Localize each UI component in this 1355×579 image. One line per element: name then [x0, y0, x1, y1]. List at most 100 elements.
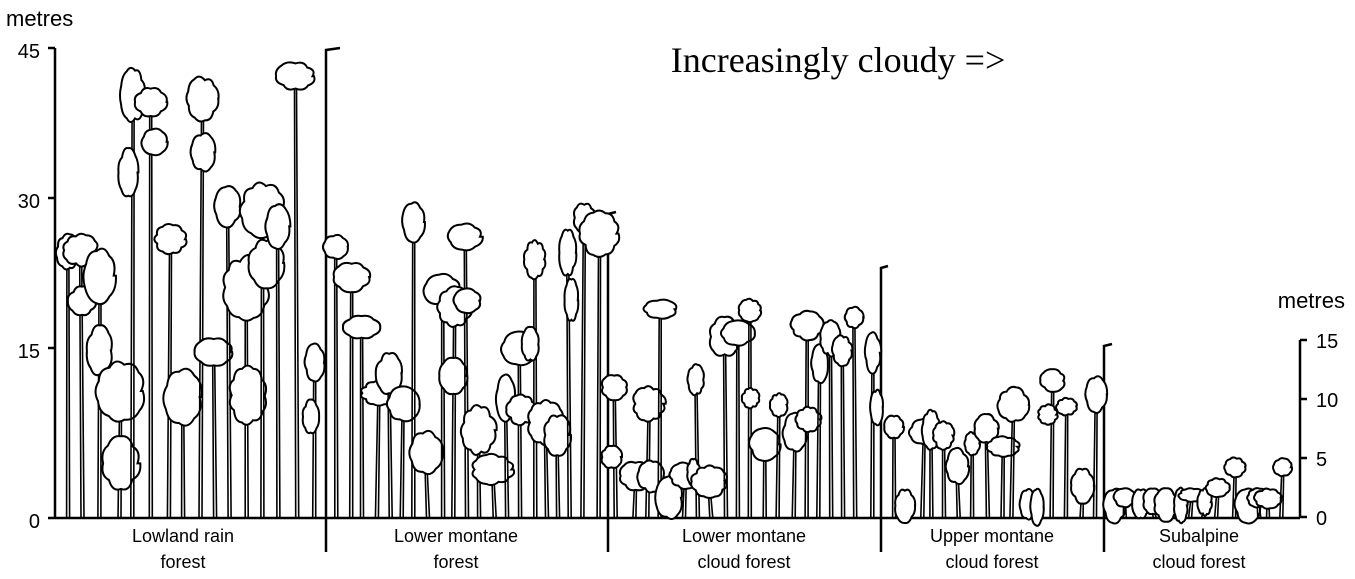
tree-crown: [1224, 457, 1245, 477]
tree-crown: [154, 224, 186, 254]
trees-subalpine-cloud: [1103, 457, 1292, 523]
tree-crown: [191, 133, 216, 171]
tree-crown: [687, 364, 703, 395]
tree-crown: [448, 224, 483, 251]
right-axis-unit: metres: [1278, 288, 1345, 313]
tree-crown: [644, 300, 677, 319]
tree-crown: [163, 369, 201, 426]
tree-crown: [933, 421, 954, 450]
tree-trunk: [518, 359, 521, 518]
tree-crown: [870, 390, 883, 426]
tree-trunk: [971, 451, 974, 518]
tree-trunk: [182, 415, 185, 518]
tree-trunk: [597, 247, 600, 518]
left-tick-label-15: 15: [18, 341, 40, 363]
tree-crown: [564, 279, 578, 321]
tree-crown: [602, 446, 623, 468]
tree-crown: [749, 428, 781, 461]
tree-trunk: [335, 255, 338, 518]
tree-crown: [691, 465, 727, 498]
zone-label-lower-montane-cloud-line1: Lower montane: [682, 526, 806, 546]
tree-trunk: [736, 341, 739, 518]
tree-trunk: [295, 85, 299, 518]
tree-crown: [739, 299, 761, 322]
tree-trunk: [1064, 412, 1067, 518]
right-tick-label-15: 15: [1316, 331, 1338, 353]
tree-crown: [721, 320, 755, 345]
left-tick-label-45: 45: [18, 41, 40, 63]
zone-label-lowland-line1: Lowland rain: [132, 526, 234, 546]
tree-crown: [1040, 369, 1064, 392]
tree-crown: [602, 375, 627, 400]
tree-trunk: [792, 445, 796, 518]
tree-crown: [305, 343, 325, 381]
tree-trunk: [776, 412, 780, 518]
tree-crown: [265, 204, 290, 249]
tree-crown: [83, 249, 116, 305]
zone-label-upper-montane-cloud-line1: Upper montane: [930, 526, 1054, 546]
tree-trunk: [400, 415, 404, 518]
right-tick-label-5: 5: [1316, 449, 1327, 471]
tree-crown: [1273, 458, 1292, 476]
tree-trunk: [817, 376, 821, 518]
tree-trunk: [1001, 453, 1004, 518]
tree-crown: [865, 332, 881, 374]
tree-trunk: [748, 317, 751, 518]
tree-crown: [1254, 489, 1282, 509]
tree-trunk: [930, 442, 933, 518]
tree-trunk: [724, 349, 728, 518]
tree-crown: [186, 77, 218, 122]
tree-trunk: [213, 361, 217, 518]
tree-trunk: [149, 111, 152, 518]
zone-label-subalpine-line2: cloud forest: [1152, 552, 1245, 572]
tree-trunk: [361, 335, 364, 519]
tree-crown: [770, 393, 788, 417]
left-tick-label-30: 30: [18, 191, 40, 213]
tree-crown: [845, 307, 864, 328]
zone-label-lower-montane-cloud-line2: cloud forest: [697, 552, 790, 572]
zone-label-lower-montane-line1: Lower montane: [394, 526, 518, 546]
tree-crown: [334, 263, 371, 292]
tree-crown: [439, 358, 467, 394]
tree-crown: [791, 311, 824, 341]
tree-trunk: [921, 440, 925, 518]
tree-trunk: [581, 227, 585, 518]
zone-label-subalpine-line1: Subalpine: [1159, 526, 1239, 546]
tree-trunk: [943, 444, 946, 518]
tree-crown: [323, 235, 348, 259]
tree-trunk: [277, 240, 280, 518]
tree-crown: [461, 405, 497, 455]
zone-label-upper-montane-cloud-line2: cloud forest: [945, 552, 1038, 572]
tree-trunk: [830, 350, 833, 519]
tree-trunk: [313, 374, 316, 518]
tree-crown: [1206, 478, 1230, 497]
diagram-title: Increasingly cloudy =>: [671, 40, 1006, 80]
tree-trunk: [556, 448, 560, 518]
trees-lowland: [56, 62, 325, 518]
tree-illustrations: [56, 62, 1292, 525]
tree-crown: [96, 361, 145, 421]
trees-lower-montane: [323, 202, 619, 518]
tree-crown: [895, 490, 915, 523]
tree-crown: [102, 436, 140, 489]
tree-trunk: [412, 235, 415, 519]
tree-crown: [343, 316, 380, 339]
tree-crown: [997, 387, 1029, 422]
tree-trunk: [695, 389, 699, 518]
tree-crown: [884, 416, 904, 439]
tree-trunk: [452, 320, 456, 518]
tree-trunk: [841, 360, 844, 518]
zone-labels: Lowland rain forest Lower montane forest…: [132, 526, 1246, 572]
tree-crown: [559, 230, 576, 276]
tree-trunk: [1010, 415, 1015, 518]
tree-trunk: [442, 300, 445, 518]
tree-crown: [402, 202, 425, 242]
tree-trunk: [763, 454, 766, 518]
tree-trunk: [853, 325, 857, 519]
right-tick-label-10: 10: [1316, 390, 1338, 412]
tree-crown: [1056, 398, 1077, 416]
tree-crown: [141, 129, 167, 156]
tree-trunk: [534, 271, 537, 518]
tree-crown: [214, 186, 240, 228]
